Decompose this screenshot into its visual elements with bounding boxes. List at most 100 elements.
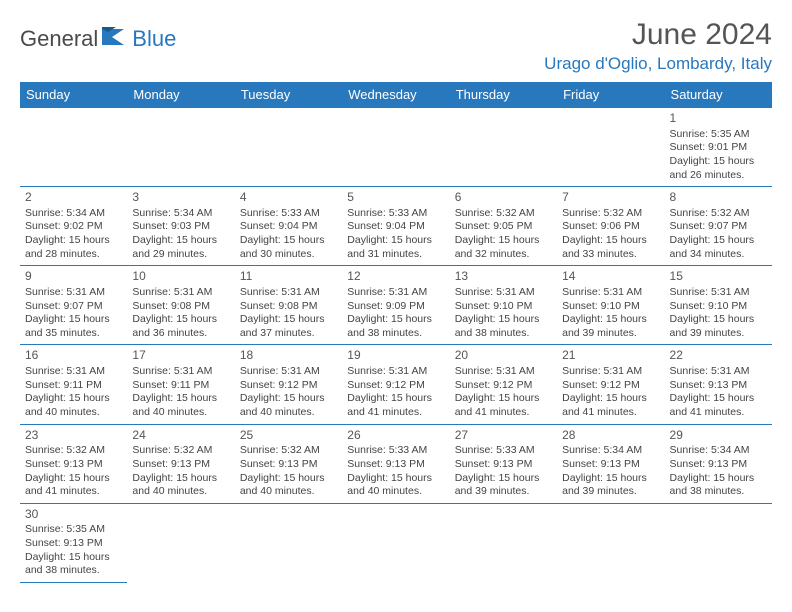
day-number: 19	[347, 348, 444, 364]
sunrise-line: Sunrise: 5:31 AM	[132, 286, 229, 300]
sunrise-line: Sunrise: 5:32 AM	[670, 207, 767, 221]
calendar-cell: 12Sunrise: 5:31 AMSunset: 9:09 PMDayligh…	[342, 266, 449, 345]
calendar-cell: 14Sunrise: 5:31 AMSunset: 9:10 PMDayligh…	[557, 266, 664, 345]
day-number: 29	[670, 428, 767, 444]
daylight-line: Daylight: 15 hours and 38 minutes.	[670, 472, 767, 499]
sunset-line: Sunset: 9:13 PM	[670, 458, 767, 472]
day-number: 10	[132, 269, 229, 285]
calendar-cell	[450, 108, 557, 187]
day-number: 2	[25, 190, 122, 206]
sunset-line: Sunset: 9:12 PM	[455, 379, 552, 393]
calendar-cell: 3Sunrise: 5:34 AMSunset: 9:03 PMDaylight…	[127, 187, 234, 266]
sunset-line: Sunset: 9:11 PM	[25, 379, 122, 393]
sunrise-line: Sunrise: 5:31 AM	[25, 365, 122, 379]
calendar-cell: 2Sunrise: 5:34 AMSunset: 9:02 PMDaylight…	[20, 187, 127, 266]
daylight-line: Daylight: 15 hours and 38 minutes.	[25, 551, 122, 578]
sunset-line: Sunset: 9:13 PM	[347, 458, 444, 472]
calendar-cell: 25Sunrise: 5:32 AMSunset: 9:13 PMDayligh…	[235, 424, 342, 503]
daylight-line: Daylight: 15 hours and 40 minutes.	[25, 392, 122, 419]
weekday-header: Saturday	[665, 82, 772, 108]
sunset-line: Sunset: 9:09 PM	[347, 300, 444, 314]
daylight-line: Daylight: 15 hours and 39 minutes.	[562, 313, 659, 340]
calendar-cell: 23Sunrise: 5:32 AMSunset: 9:13 PMDayligh…	[20, 424, 127, 503]
calendar-cell	[235, 503, 342, 582]
daylight-line: Daylight: 15 hours and 41 minutes.	[347, 392, 444, 419]
sunset-line: Sunset: 9:07 PM	[670, 220, 767, 234]
day-number: 25	[240, 428, 337, 444]
calendar-cell: 22Sunrise: 5:31 AMSunset: 9:13 PMDayligh…	[665, 345, 772, 424]
day-number: 7	[562, 190, 659, 206]
day-number: 8	[670, 190, 767, 206]
sunrise-line: Sunrise: 5:31 AM	[347, 286, 444, 300]
weekday-header: Sunday	[20, 82, 127, 108]
sunset-line: Sunset: 9:04 PM	[347, 220, 444, 234]
day-number: 27	[455, 428, 552, 444]
calendar-cell: 26Sunrise: 5:33 AMSunset: 9:13 PMDayligh…	[342, 424, 449, 503]
sunrise-line: Sunrise: 5:33 AM	[240, 207, 337, 221]
daylight-line: Daylight: 15 hours and 40 minutes.	[240, 472, 337, 499]
sunset-line: Sunset: 9:11 PM	[132, 379, 229, 393]
sunset-line: Sunset: 9:02 PM	[25, 220, 122, 234]
sunrise-line: Sunrise: 5:32 AM	[455, 207, 552, 221]
sunrise-line: Sunrise: 5:31 AM	[25, 286, 122, 300]
location: Urago d'Oglio, Lombardy, Italy	[544, 54, 772, 74]
sunset-line: Sunset: 9:13 PM	[455, 458, 552, 472]
day-number: 4	[240, 190, 337, 206]
day-number: 24	[132, 428, 229, 444]
sunrise-line: Sunrise: 5:31 AM	[670, 365, 767, 379]
sunrise-line: Sunrise: 5:33 AM	[347, 444, 444, 458]
calendar-cell: 18Sunrise: 5:31 AMSunset: 9:12 PMDayligh…	[235, 345, 342, 424]
day-number: 9	[25, 269, 122, 285]
calendar-cell: 5Sunrise: 5:33 AMSunset: 9:04 PMDaylight…	[342, 187, 449, 266]
sunset-line: Sunset: 9:13 PM	[132, 458, 229, 472]
sunset-line: Sunset: 9:03 PM	[132, 220, 229, 234]
sunset-line: Sunset: 9:13 PM	[670, 379, 767, 393]
calendar-cell: 7Sunrise: 5:32 AMSunset: 9:06 PMDaylight…	[557, 187, 664, 266]
day-number: 12	[347, 269, 444, 285]
sunset-line: Sunset: 9:13 PM	[25, 537, 122, 551]
calendar-cell	[557, 503, 664, 582]
calendar-cell: 20Sunrise: 5:31 AMSunset: 9:12 PMDayligh…	[450, 345, 557, 424]
day-number: 16	[25, 348, 122, 364]
daylight-line: Daylight: 15 hours and 30 minutes.	[240, 234, 337, 261]
day-number: 11	[240, 269, 337, 285]
calendar-cell: 21Sunrise: 5:31 AMSunset: 9:12 PMDayligh…	[557, 345, 664, 424]
sunrise-line: Sunrise: 5:34 AM	[25, 207, 122, 221]
daylight-line: Daylight: 15 hours and 26 minutes.	[670, 155, 767, 182]
daylight-line: Daylight: 15 hours and 41 minutes.	[562, 392, 659, 419]
sunset-line: Sunset: 9:01 PM	[670, 141, 767, 155]
daylight-line: Daylight: 15 hours and 39 minutes.	[455, 472, 552, 499]
daylight-line: Daylight: 15 hours and 32 minutes.	[455, 234, 552, 261]
day-number: 15	[670, 269, 767, 285]
daylight-line: Daylight: 15 hours and 38 minutes.	[347, 313, 444, 340]
calendar-cell: 15Sunrise: 5:31 AMSunset: 9:10 PMDayligh…	[665, 266, 772, 345]
calendar-cell: 27Sunrise: 5:33 AMSunset: 9:13 PMDayligh…	[450, 424, 557, 503]
weekday-header: Thursday	[450, 82, 557, 108]
sunset-line: Sunset: 9:12 PM	[562, 379, 659, 393]
sunset-line: Sunset: 9:13 PM	[25, 458, 122, 472]
calendar-cell: 16Sunrise: 5:31 AMSunset: 9:11 PMDayligh…	[20, 345, 127, 424]
daylight-line: Daylight: 15 hours and 39 minutes.	[562, 472, 659, 499]
day-number: 13	[455, 269, 552, 285]
daylight-line: Daylight: 15 hours and 36 minutes.	[132, 313, 229, 340]
sunset-line: Sunset: 9:10 PM	[670, 300, 767, 314]
calendar-cell	[127, 503, 234, 582]
sunset-line: Sunset: 9:06 PM	[562, 220, 659, 234]
calendar-body: 1Sunrise: 5:35 AMSunset: 9:01 PMDaylight…	[20, 108, 772, 583]
sunrise-line: Sunrise: 5:32 AM	[132, 444, 229, 458]
daylight-line: Daylight: 15 hours and 41 minutes.	[455, 392, 552, 419]
weekday-header: Tuesday	[235, 82, 342, 108]
calendar-cell: 9Sunrise: 5:31 AMSunset: 9:07 PMDaylight…	[20, 266, 127, 345]
sunset-line: Sunset: 9:08 PM	[132, 300, 229, 314]
flag-icon	[102, 27, 128, 52]
sunrise-line: Sunrise: 5:35 AM	[25, 523, 122, 537]
calendar-cell: 28Sunrise: 5:34 AMSunset: 9:13 PMDayligh…	[557, 424, 664, 503]
calendar-cell	[127, 108, 234, 187]
sunrise-line: Sunrise: 5:35 AM	[670, 128, 767, 142]
day-number: 28	[562, 428, 659, 444]
sunrise-line: Sunrise: 5:31 AM	[347, 365, 444, 379]
daylight-line: Daylight: 15 hours and 31 minutes.	[347, 234, 444, 261]
calendar-cell: 8Sunrise: 5:32 AMSunset: 9:07 PMDaylight…	[665, 187, 772, 266]
sunrise-line: Sunrise: 5:33 AM	[455, 444, 552, 458]
calendar-cell	[342, 503, 449, 582]
